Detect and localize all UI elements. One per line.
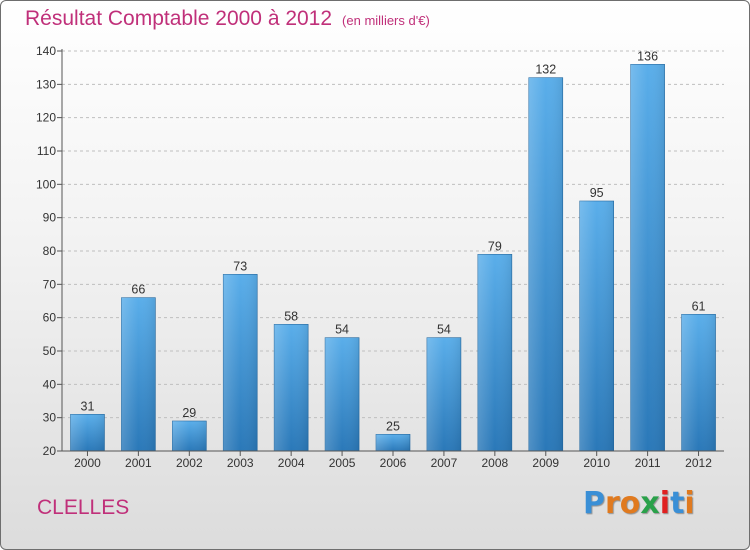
x-tick-label: 2003 <box>227 456 254 470</box>
proxiti-logo: Proxiti <box>583 486 695 521</box>
data-label: 79 <box>488 239 502 253</box>
bar-shine <box>376 434 410 451</box>
logo-letter: r <box>605 486 620 521</box>
logo-letter: i <box>684 486 695 521</box>
data-label: 73 <box>233 259 247 273</box>
data-label: 61 <box>692 299 706 313</box>
x-tick-label: 2009 <box>532 456 559 470</box>
axes <box>57 49 724 456</box>
bar-shine <box>121 297 156 451</box>
grid-lines <box>62 50 724 419</box>
labels: 20 30 40 50 60 70 80 90 100 110 120 130 140 31 2000 66 2… <box>36 44 712 470</box>
y-tick-label: 80 <box>43 244 57 258</box>
data-label: 25 <box>386 419 400 433</box>
x-tick-label: 2001 <box>125 456 152 470</box>
data-label: 132 <box>535 63 556 77</box>
x-tick-label: 2002 <box>176 456 203 470</box>
x-tick-label: 2008 <box>481 456 508 470</box>
bar-shine <box>477 254 512 451</box>
bar-shine <box>172 421 207 451</box>
bars <box>70 64 716 452</box>
data-label: 31 <box>81 399 95 413</box>
bar-shine <box>630 64 665 452</box>
data-label: 95 <box>590 186 604 200</box>
logo-letter: o <box>619 486 641 521</box>
logo-letter: x <box>640 486 660 521</box>
data-label: 58 <box>284 309 298 323</box>
data-label: 66 <box>131 283 145 297</box>
x-tick-label: 2005 <box>329 456 356 470</box>
y-tick-label: 90 <box>43 211 57 225</box>
place-name: CLELLES <box>37 496 130 519</box>
x-tick-label: 2011 <box>635 456 661 470</box>
data-label: 54 <box>437 323 451 337</box>
bar-shine <box>579 201 614 451</box>
x-tick-label: 2007 <box>431 456 458 470</box>
x-tick-label: 2006 <box>380 456 407 470</box>
bar-shine <box>223 274 258 451</box>
data-label: 29 <box>182 406 196 420</box>
x-tick-label: 2010 <box>583 456 610 470</box>
data-label: 136 <box>637 49 658 63</box>
chart-title: Résultat Comptable 2000 à 2012 (en millie… <box>25 7 430 31</box>
bar-shine <box>528 77 563 452</box>
logo-letter: P <box>583 486 605 521</box>
y-tick-label: 140 <box>36 44 56 58</box>
bar-shine <box>325 337 360 451</box>
logo-letter: i <box>659 486 671 521</box>
y-tick-label: 40 <box>43 377 57 391</box>
data-label: 54 <box>335 323 349 337</box>
y-tick-label: 130 <box>36 77 56 91</box>
y-tick-label: 70 <box>43 277 57 291</box>
bar-shine <box>681 314 716 451</box>
bar-shine <box>274 324 309 451</box>
y-tick-label: 50 <box>43 344 57 358</box>
y-tick-label: 30 <box>43 411 57 425</box>
bar-shine <box>70 414 105 451</box>
y-tick-label: 60 <box>43 311 57 325</box>
y-tick-label: 20 <box>43 444 57 458</box>
chart-subtitle: (en milliers d'€) <box>342 13 430 28</box>
logo-letter: t <box>670 486 685 521</box>
x-tick-label: 2004 <box>278 456 305 470</box>
title-text: Résultat Comptable 2000 à 2012 <box>25 7 333 30</box>
x-tick-label: 2012 <box>685 456 712 470</box>
y-tick-label: 110 <box>37 144 56 158</box>
y-tick-label: 100 <box>36 177 56 191</box>
x-tick-label: 2000 <box>74 456 101 470</box>
y-tick-label: 120 <box>36 111 56 125</box>
bar-shine <box>426 337 461 451</box>
